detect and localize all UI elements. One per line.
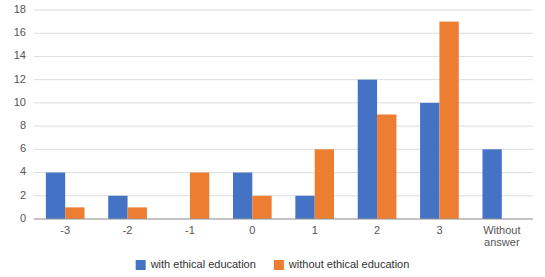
bar — [295, 196, 314, 219]
bar — [377, 115, 396, 220]
legend-label: without ethical education — [288, 258, 409, 270]
legend: with ethical education without ethical ed… — [136, 258, 410, 270]
y-tick-label: 8 — [20, 119, 26, 131]
bar — [190, 173, 209, 219]
x-tick-label-line: Without — [483, 224, 520, 236]
x-tick-label-line: 0 — [249, 224, 255, 236]
y-tick-label: 2 — [20, 189, 26, 201]
bar — [439, 22, 458, 219]
y-tick-label: 16 — [14, 26, 26, 38]
x-tick-label: 2 — [374, 224, 380, 236]
y-tick-label: 14 — [14, 49, 26, 61]
y-tick-label: 0 — [20, 212, 26, 224]
bar — [482, 149, 501, 219]
bar — [108, 196, 127, 219]
x-tick-label-line: -1 — [185, 224, 195, 236]
bar — [420, 103, 439, 219]
bar — [233, 173, 252, 219]
legend-label: with ethical education — [150, 258, 256, 270]
page: {"chart_data": {"type": "bar", "categori… — [0, 0, 545, 277]
bar — [315, 149, 334, 219]
grid-line — [34, 219, 533, 220]
x-tick-label-line: 3 — [436, 224, 442, 236]
bar — [46, 173, 65, 219]
x-tick-label-line: 1 — [312, 224, 318, 236]
x-axis: -3 -2 -1 0 1 2 3 Withoutanswer — [60, 224, 520, 248]
x-tick-label: -3 — [60, 224, 70, 236]
bar — [128, 207, 147, 219]
x-axis-line — [34, 219, 533, 220]
x-tick-label: 0 — [249, 224, 255, 236]
legend-swatch — [136, 260, 146, 270]
x-tick-label: 3 — [436, 224, 442, 236]
legend-swatch — [274, 260, 284, 270]
y-tick-label: 12 — [14, 73, 26, 85]
x-tick-label-line: -3 — [60, 224, 70, 236]
y-tick-label: 18 — [14, 3, 26, 15]
x-tick-label-line: answer — [484, 236, 520, 248]
x-tick-label: -2 — [123, 224, 133, 236]
x-tick-label: 1 — [312, 224, 318, 236]
y-tick-label: 6 — [20, 142, 26, 154]
chart: 024681012141618-3-2-10123Withoutanswerwi… — [0, 0, 545, 277]
bars — [46, 22, 502, 219]
legend-item: without ethical education — [274, 258, 409, 270]
bar — [358, 80, 377, 219]
y-tick-label: 10 — [14, 96, 26, 108]
bar — [65, 207, 84, 219]
grid-line — [34, 10, 533, 11]
bar — [252, 196, 271, 219]
x-tick-label-line: 2 — [374, 224, 380, 236]
y-axis: 0 2 4 6 8 10 12 14 16 18 — [14, 3, 533, 224]
legend-item: with ethical education — [136, 258, 256, 270]
x-tick-label: Withoutanswer — [483, 224, 520, 248]
x-tick-label-line: -2 — [123, 224, 133, 236]
x-tick-label: -1 — [185, 224, 195, 236]
y-tick-label: 4 — [20, 165, 26, 177]
